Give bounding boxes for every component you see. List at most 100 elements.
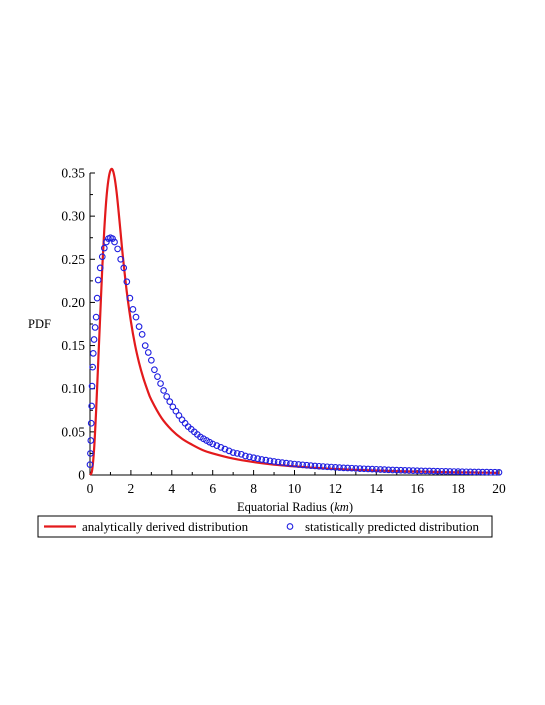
x-tick-label: 4 xyxy=(168,481,175,496)
x-tick-label: 20 xyxy=(492,481,506,496)
data-point-statistical xyxy=(103,238,110,246)
data-point-statistical xyxy=(221,445,229,453)
data-point-statistical xyxy=(209,440,217,448)
data-point-statistical xyxy=(368,465,376,473)
data-point-statistical xyxy=(454,468,462,475)
data-point-statistical xyxy=(178,416,186,424)
data-point-statistical xyxy=(91,324,99,331)
data-point-statistical xyxy=(246,453,253,461)
data-point-statistical xyxy=(389,466,397,474)
data-point-statistical xyxy=(303,461,311,469)
data-point-statistical xyxy=(94,276,102,284)
data-point-statistical xyxy=(233,450,241,457)
data-point-statistical xyxy=(336,464,343,471)
data-point-statistical xyxy=(385,466,392,474)
legend-box xyxy=(37,515,493,538)
data-point-statistical xyxy=(487,468,495,476)
y-tick-label: 0.05 xyxy=(61,424,85,439)
x-axis-unit: km xyxy=(334,500,349,514)
y-axis-label: PDF xyxy=(28,317,51,331)
data-point-statistical xyxy=(175,412,183,419)
data-point-statistical xyxy=(332,463,339,471)
data-point-statistical xyxy=(250,454,257,462)
y-tick-label: 0.20 xyxy=(61,295,85,310)
legend-marker-swatch xyxy=(286,523,294,530)
data-point-statistical xyxy=(295,461,302,468)
data-point-statistical xyxy=(467,468,474,476)
data-point-statistical xyxy=(360,465,368,473)
x-axis-label-paren-open: ( xyxy=(327,500,334,514)
data-point-statistical xyxy=(144,349,152,356)
data-point-statistical xyxy=(352,465,360,472)
x-axis-label-text: Equatorial Radius xyxy=(237,500,327,514)
data-point-statistical xyxy=(287,460,294,467)
data-point-statistical xyxy=(109,235,116,242)
data-point-statistical xyxy=(89,349,97,357)
data-point-statistical xyxy=(356,465,364,472)
data-point-statistical xyxy=(88,382,96,390)
y-tick-label: 0.15 xyxy=(61,338,85,353)
data-point-statistical xyxy=(258,456,266,463)
data-point-statistical xyxy=(229,449,237,456)
data-point-statistical xyxy=(434,467,442,475)
data-point-statistical xyxy=(409,467,417,474)
data-point-statistical xyxy=(169,403,177,411)
data-point-statistical xyxy=(450,468,458,475)
data-point-statistical xyxy=(213,442,221,450)
data-point-statistical xyxy=(242,452,249,460)
data-point-statistical xyxy=(90,336,98,343)
data-point-statistical xyxy=(278,459,286,466)
data-point-statistical xyxy=(381,466,388,474)
y-tick-label: 0.10 xyxy=(61,381,85,396)
data-point-statistical xyxy=(372,465,380,473)
data-point-statistical xyxy=(413,467,421,475)
data-point-statistical xyxy=(491,468,499,476)
data-point-statistical xyxy=(462,468,470,476)
data-point-statistical xyxy=(217,444,225,451)
data-point-statistical xyxy=(344,464,352,472)
data-point-statistical xyxy=(438,467,446,475)
data-point-statistical xyxy=(401,466,409,474)
data-point-statistical xyxy=(87,450,94,457)
y-tick-label: 0.30 xyxy=(61,209,85,224)
data-point-statistical xyxy=(299,461,307,469)
x-tick-label: 2 xyxy=(128,481,135,496)
data-point-statistical xyxy=(98,253,106,261)
data-point-statistical xyxy=(364,465,372,473)
series-line-analytic xyxy=(89,167,500,476)
data-point-statistical xyxy=(311,462,319,470)
data-point-statistical xyxy=(471,468,478,476)
data-point-statistical xyxy=(377,466,384,473)
y-tick-label: 0.35 xyxy=(61,166,85,181)
data-point-statistical xyxy=(160,387,167,394)
x-tick-label: 18 xyxy=(451,481,465,496)
data-point-statistical xyxy=(114,245,121,253)
legend: analytically derived distribution statis… xyxy=(37,515,493,538)
data-point-statistical xyxy=(479,468,486,476)
data-point-statistical xyxy=(262,456,270,464)
x-tick-label: 8 xyxy=(250,481,257,496)
legend-label-analytic: analytically derived distribution xyxy=(82,519,249,534)
data-point-statistical xyxy=(87,419,95,427)
data-point-statistical xyxy=(422,467,429,475)
data-point-statistical xyxy=(442,468,450,475)
data-point-statistical xyxy=(274,458,282,466)
data-point-statistical xyxy=(138,331,146,338)
data-point-statistical xyxy=(151,366,158,374)
data-point-statistical xyxy=(181,419,189,427)
axes: 0 2 4 6 8 10 12 14 16 18 20 0 0.05 0.10 0.15 0.20 0.25 0.… xyxy=(61,166,506,497)
data-point-statistical xyxy=(340,464,347,472)
data-point-statistical xyxy=(426,467,433,475)
data-point-statistical xyxy=(93,294,101,302)
data-point-statistical xyxy=(141,342,149,349)
x-tick-label: 14 xyxy=(370,481,384,496)
x-tick-label: 12 xyxy=(329,481,343,496)
y-tick-label: 0.25 xyxy=(61,252,85,267)
data-point-statistical xyxy=(475,468,482,476)
series-layer xyxy=(86,167,503,476)
data-point-statistical xyxy=(254,455,262,462)
data-point-statistical xyxy=(495,468,503,476)
data-point-statistical xyxy=(92,313,100,321)
data-point-statistical xyxy=(86,461,94,469)
data-point-statistical xyxy=(270,458,278,465)
